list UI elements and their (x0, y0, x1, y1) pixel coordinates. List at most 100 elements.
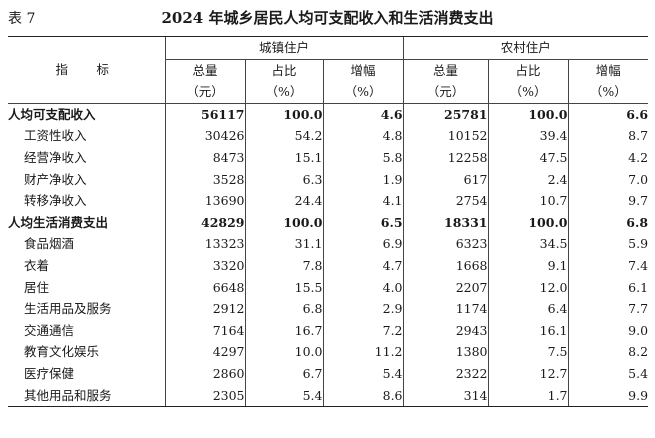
rural-growth-cell: 6.6 (567, 103, 649, 126)
rural-growth-cell: 7.0 (567, 168, 649, 191)
rural-growth-unit: （%） (567, 81, 649, 104)
rural-growth-cell: 5.9 (567, 233, 649, 255)
urban-growth-header: 增幅 (322, 59, 404, 82)
urban-total-cell: 4297 (164, 341, 245, 363)
urban-growth-unit: （%） (322, 81, 404, 104)
table-caption: 表 7 2024 年城乡居民人均可支配收入和生活消费支出 (8, 5, 647, 29)
urban-total-unit: （元） (164, 81, 245, 104)
row-indicator-name: 生活用品及服务 (24, 301, 112, 317)
rural-share-cell: 10.7 (487, 190, 569, 212)
row-indicator-name: 教育文化娱乐 (24, 344, 100, 360)
urban-share-cell: 15.5 (244, 276, 323, 299)
urban-total-cell: 13323 (164, 233, 245, 255)
rural-share-cell: 47.5 (487, 146, 569, 169)
row-indicator-name: 人均可支配收入 (8, 106, 96, 122)
table-row: 其他用品和服务 2305 5.4 8.6 314 1.7 9.9 (8, 384, 649, 408)
urban-growth-cell: 8.6 (322, 384, 404, 408)
rural-growth-cell: 7.7 (567, 298, 649, 320)
income-expenditure-table: 指 标 城镇住户 农村住户 总量 占比 增幅 总量 占比 增幅 （元） （%） … (8, 36, 649, 408)
rural-total-cell: 1380 (402, 341, 489, 363)
urban-growth-cell: 4.0 (322, 276, 404, 299)
table-row: 交通通信 7164 16.7 7.2 2943 16.1 9.0 (8, 319, 649, 342)
table-row: 人均生活消费支出 42829 100.0 6.5 18331 100.0 6.8 (8, 211, 649, 234)
rural-total-header: 总量 (402, 59, 489, 82)
urban-share-cell: 5.4 (244, 384, 323, 408)
urban-total-cell: 42829 (164, 211, 245, 234)
urban-share-cell: 6.8 (244, 298, 323, 320)
rural-total-cell: 2754 (402, 190, 489, 212)
rural-growth-cell: 7.4 (567, 254, 649, 277)
urban-total-cell: 56117 (164, 103, 245, 126)
row-indicator-name: 其他用品和服务 (8, 384, 165, 408)
urban-share-cell: 100.0 (244, 103, 323, 126)
urban-group-header: 城镇住户 (164, 36, 404, 60)
indicator-header: 指 标 (8, 36, 165, 104)
urban-growth-cell: 7.2 (322, 319, 404, 342)
rural-share-cell: 6.4 (487, 298, 569, 320)
rural-share-cell: 12.7 (487, 362, 569, 385)
rural-growth-cell: 9.7 (567, 190, 649, 212)
table-title: 2024 年城乡居民人均可支配收入和生活消费支出 (161, 9, 494, 27)
rural-growth-cell: 9.0 (567, 319, 649, 342)
rural-share-cell: 9.1 (487, 254, 569, 277)
table-number: 表 7 (8, 11, 36, 27)
rural-share-cell: 100.0 (487, 103, 569, 126)
table-row: 衣着 3320 7.8 4.7 1668 9.1 7.4 (8, 254, 649, 277)
urban-growth-cell: 4.8 (322, 125, 404, 147)
rural-share-cell: 1.7 (487, 384, 569, 408)
rural-total-cell: 2207 (402, 276, 489, 299)
urban-growth-cell: 2.9 (322, 298, 404, 320)
rural-total-cell: 1174 (402, 298, 489, 320)
rural-growth-cell: 9.9 (567, 384, 649, 408)
row-indicator-name: 经营净收入 (24, 149, 87, 165)
urban-growth-cell: 4.7 (322, 254, 404, 277)
rural-share-cell: 2.4 (487, 168, 569, 191)
rural-total-cell: 18331 (402, 211, 489, 234)
row-indicator-name: 转移净收入 (24, 193, 87, 209)
rural-growth-cell: 8.7 (567, 125, 649, 147)
row-indicator-name: 食品烟酒 (24, 236, 75, 252)
table-body: 人均可支配收入 56117 100.0 4.6 25781 100.0 6.6 工资性收入 30… (8, 103, 649, 408)
rural-share-cell: 12.0 (487, 276, 569, 299)
row-indicator-name: 交通通信 (24, 322, 75, 338)
rural-total-cell: 6323 (402, 233, 489, 255)
urban-growth-cell: 5.8 (322, 146, 404, 169)
table-row: 医疗保健 2860 6.7 5.4 2322 12.7 5.4 (8, 362, 649, 385)
urban-growth-cell: 11.2 (322, 341, 404, 363)
table-row: 食品烟酒 13323 31.1 6.9 6323 34.5 5.9 (8, 233, 649, 255)
rural-share-cell: 7.5 (487, 341, 569, 363)
table-row: 教育文化娱乐 4297 10.0 11.2 1380 7.5 8.2 (8, 341, 649, 363)
rural-total-unit: （元） (402, 81, 489, 104)
rural-total-cell: 2322 (402, 362, 489, 385)
row-indicator-name: 医疗保健 (24, 365, 75, 381)
urban-share-cell: 54.2 (244, 125, 323, 147)
rural-share-header: 占比 (487, 59, 569, 82)
rural-total-cell: 314 (402, 384, 489, 408)
urban-share-cell: 10.0 (244, 341, 323, 363)
rural-growth-cell: 6.8 (567, 211, 649, 234)
rural-growth-cell: 6.1 (567, 276, 649, 299)
urban-growth-cell: 1.9 (322, 168, 404, 191)
urban-total-cell: 30426 (164, 125, 245, 147)
urban-share-cell: 16.7 (244, 319, 323, 342)
rural-share-cell: 39.4 (487, 125, 569, 147)
table-row: 经营净收入 8473 15.1 5.8 12258 47.5 4.2 (8, 146, 649, 169)
table-row: 工资性收入 30426 54.2 4.8 10152 39.4 8.7 (8, 125, 649, 147)
urban-share-cell: 6.3 (244, 168, 323, 191)
rural-growth-cell: 5.4 (567, 362, 649, 385)
urban-share-cell: 31.1 (244, 233, 323, 255)
urban-total-header: 总量 (164, 59, 245, 82)
rural-growth-cell: 4.2 (567, 146, 649, 169)
rural-share-unit: （%） (487, 81, 569, 104)
urban-share-cell: 6.7 (244, 362, 323, 385)
rural-group-header: 农村住户 (402, 36, 649, 60)
rural-total-cell: 617 (402, 168, 489, 191)
urban-total-cell: 2912 (164, 298, 245, 320)
table-row: 转移净收入 13690 24.4 4.1 2754 10.7 9.7 (8, 190, 649, 212)
rural-total-cell: 25781 (402, 103, 489, 126)
urban-total-cell: 2305 (164, 384, 245, 408)
urban-total-cell: 13690 (164, 190, 245, 212)
rural-growth-cell: 8.2 (567, 341, 649, 363)
table-row: 居住 6648 15.5 4.0 2207 12.0 6.1 (8, 276, 649, 299)
urban-growth-cell: 5.4 (322, 362, 404, 385)
